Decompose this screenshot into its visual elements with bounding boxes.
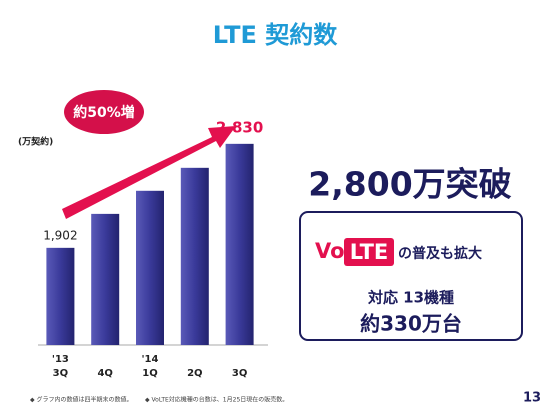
value-label: 1,902	[43, 228, 77, 242]
bar	[91, 213, 120, 345]
volte-logo-bg	[344, 238, 394, 266]
bar	[136, 190, 164, 345]
bar	[46, 247, 75, 345]
x-tick-label: 3Q	[53, 368, 68, 379]
x-tick-label: 2Q	[187, 368, 202, 379]
unit-label: (万契約)	[18, 136, 53, 148]
volte-logo-vo: Vo	[315, 239, 345, 263]
volte-units: 約330万台	[360, 312, 462, 336]
bar	[225, 143, 254, 345]
footnote: ◆ VoLTE対応機種の台数は、1月25日現在の販売数。	[145, 396, 288, 404]
volte-text: の普及も拡大	[398, 245, 482, 262]
badge	[64, 90, 144, 134]
volte-models: 対応 13機種	[367, 289, 454, 307]
x-tick-label: 4Q	[97, 368, 112, 379]
badge-text: 約50%増	[73, 104, 135, 121]
x-year-label: '14	[142, 354, 159, 365]
bar	[180, 167, 209, 345]
x-tick-label: 1Q	[142, 368, 157, 379]
value-label: 2,830	[216, 118, 263, 136]
growth-arrow	[62, 126, 236, 219]
headline: 2,800万突破	[308, 165, 511, 204]
x-tick-label: 3Q	[232, 368, 247, 379]
slide-title: LTE 契約数	[213, 21, 338, 49]
page-number: 13	[523, 391, 541, 406]
volte-logo-lte: LTE	[350, 240, 389, 264]
x-year-label: '13	[52, 354, 69, 365]
footnote: ◆ グラフ内の数値は四半期末の数値。	[30, 396, 133, 404]
